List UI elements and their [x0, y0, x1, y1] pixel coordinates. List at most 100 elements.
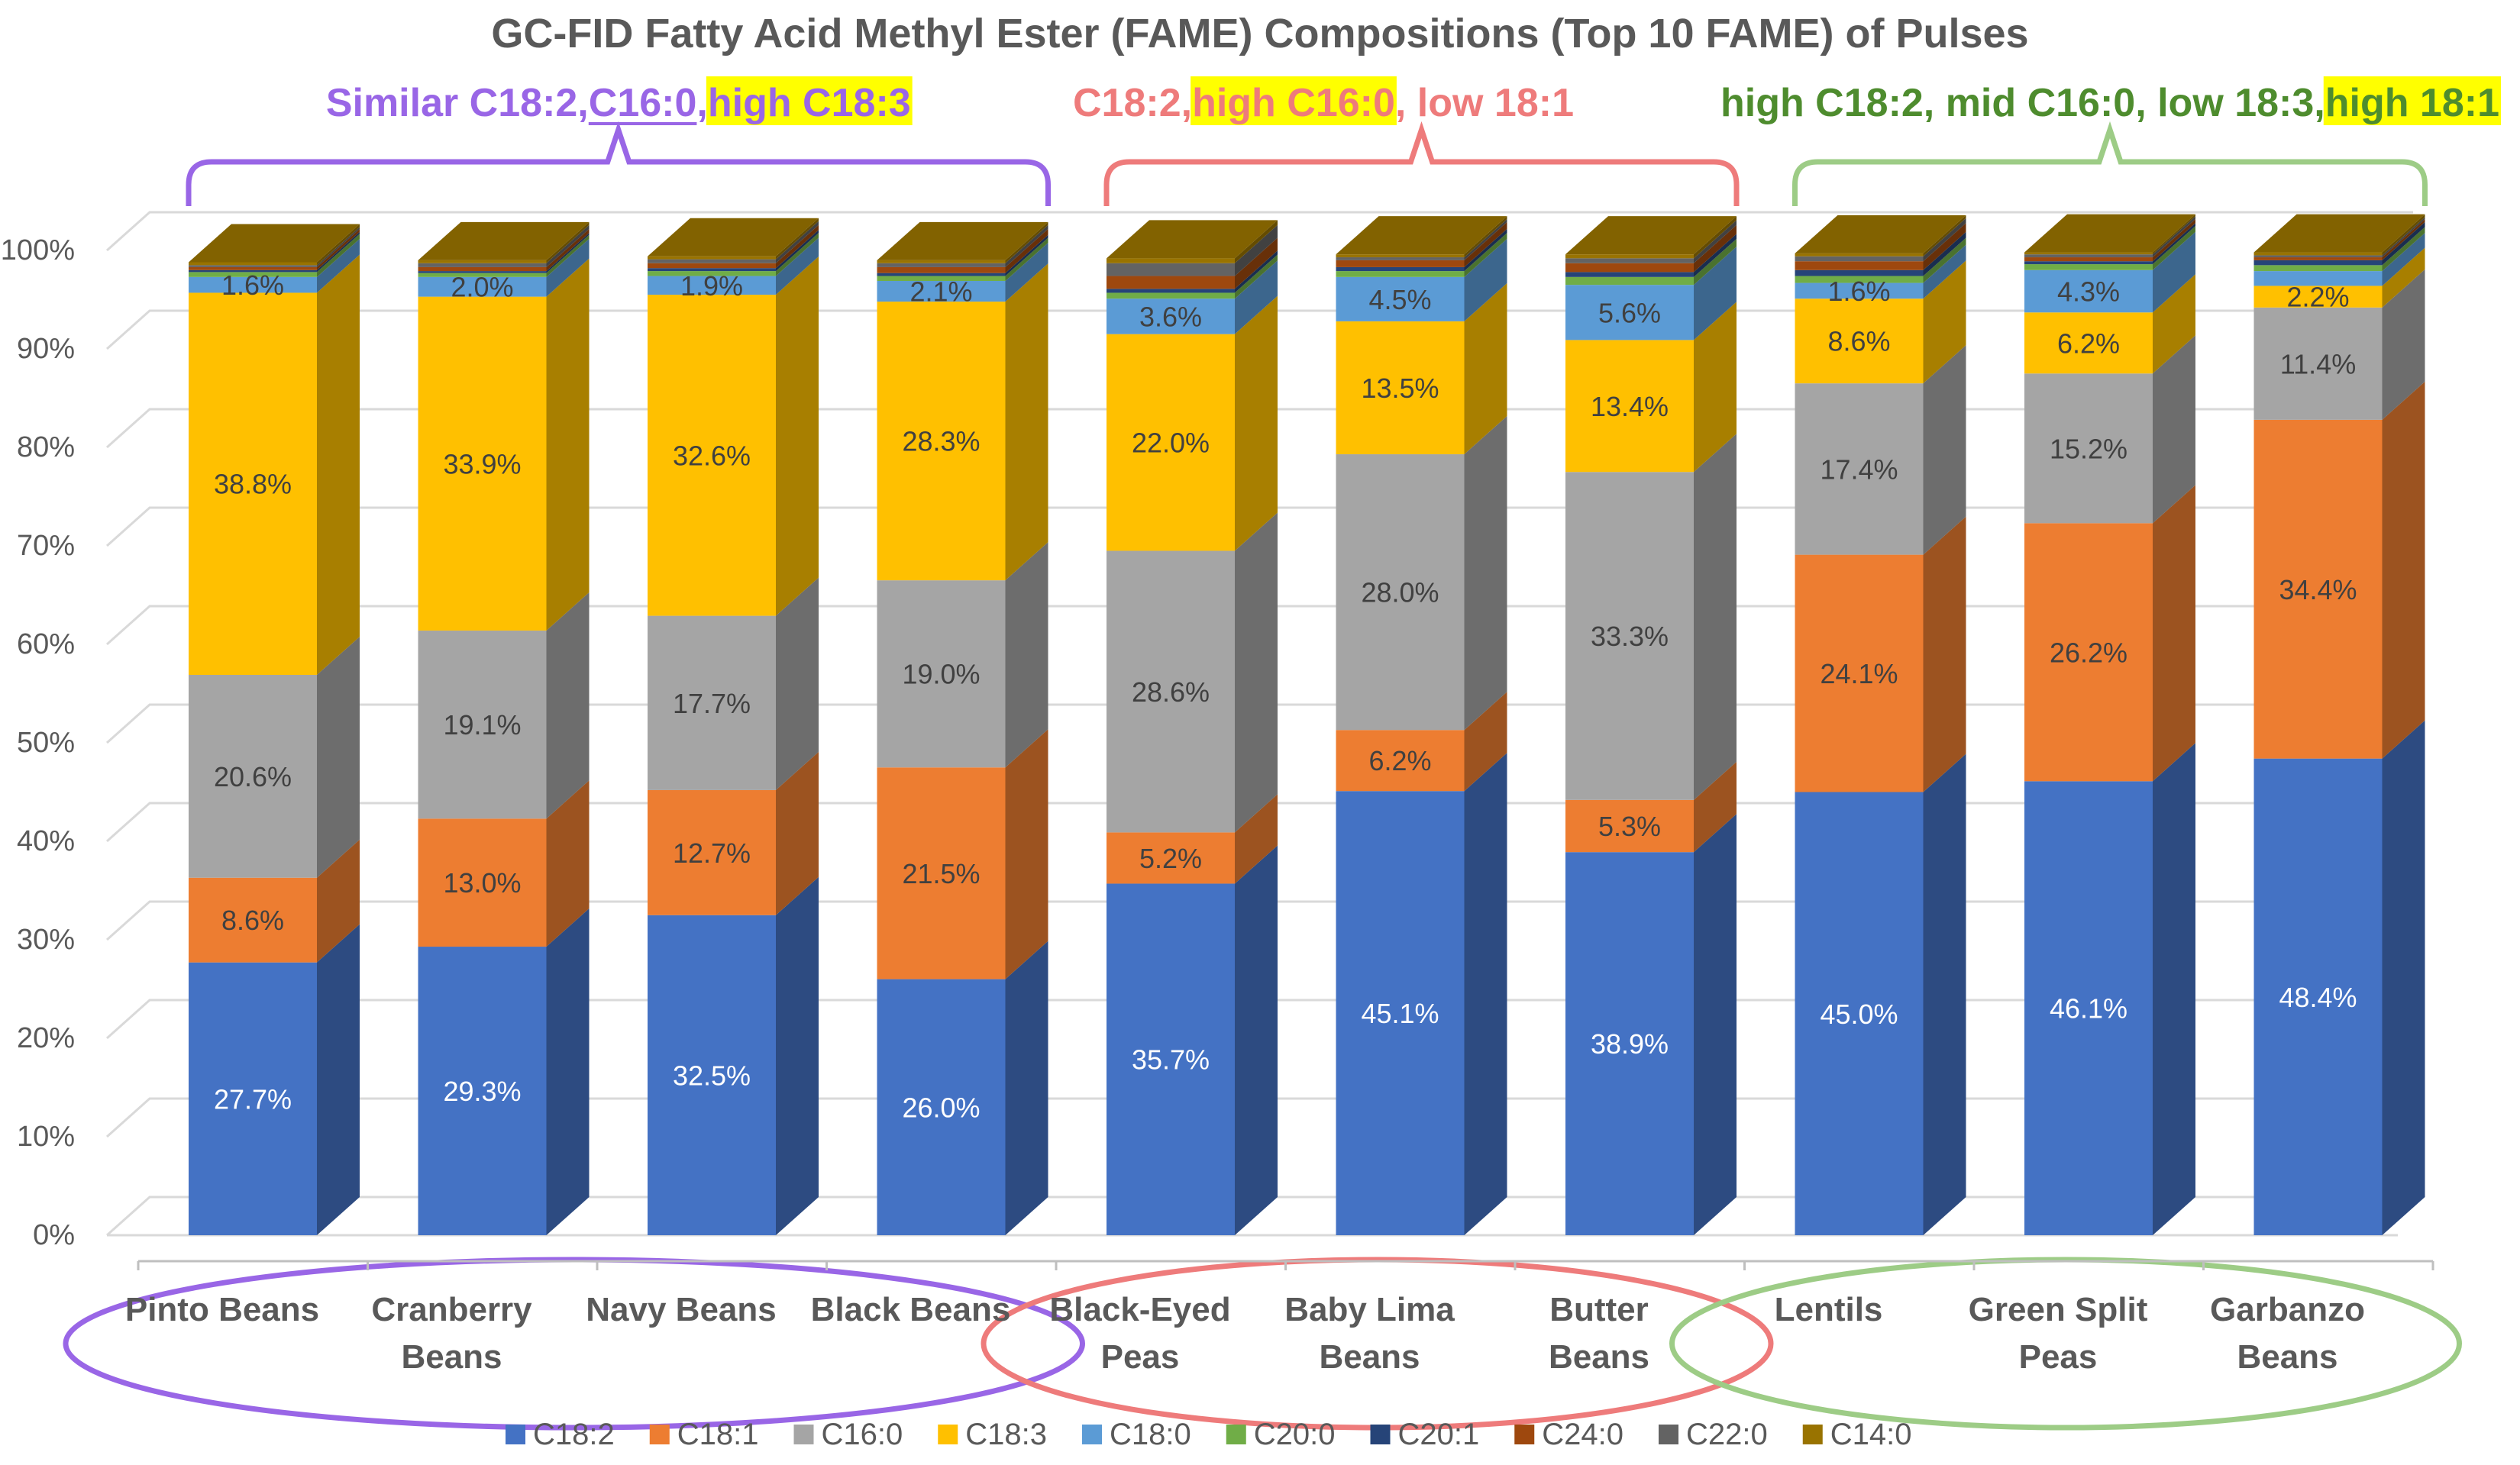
bar-segment	[2024, 216, 2195, 258]
data-label: 34.4%	[2279, 574, 2357, 605]
bar-top	[418, 221, 590, 260]
bar-front	[1107, 263, 1235, 276]
legend-swatch	[1370, 1425, 1391, 1444]
data-label: 28.6%	[1132, 676, 1210, 708]
bar-segment	[1565, 234, 1737, 277]
bar-front	[1565, 285, 1694, 340]
bar-front	[877, 767, 1006, 979]
bar-front	[648, 276, 776, 295]
bar-side	[2382, 221, 2425, 266]
bar-front	[2024, 264, 2153, 270]
bar-front	[1795, 253, 1924, 257]
bar-top	[1336, 216, 1507, 255]
bar-side	[2153, 485, 2195, 782]
bar-segment	[1565, 247, 1737, 340]
data-label: 1.6%	[1827, 276, 1890, 307]
bar-side	[1923, 223, 1966, 270]
bar-front	[2024, 523, 2153, 782]
bar-front	[877, 979, 1006, 1235]
bar-segment	[2253, 219, 2425, 260]
bar-front	[2024, 269, 2153, 313]
bar-segment	[648, 237, 819, 295]
data-label: 2.2%	[2286, 282, 2349, 313]
bar-side	[546, 258, 590, 631]
bar-segment	[189, 227, 360, 267]
bar-side	[1694, 220, 1737, 263]
bar-side	[1235, 254, 1278, 299]
bar-side	[1694, 224, 1737, 273]
bar-segment	[1795, 231, 1966, 276]
category-label: Peas	[2019, 1338, 2098, 1376]
bar-front	[1565, 258, 1694, 263]
bar-front	[189, 266, 317, 270]
bar-front	[1107, 334, 1235, 551]
bar-segment	[189, 839, 360, 963]
bar-front	[2253, 419, 2383, 759]
bar-front	[1107, 276, 1235, 289]
bar-segment	[1336, 692, 1507, 792]
bar-front	[189, 877, 317, 963]
bar-segment	[648, 577, 819, 790]
y-tick-label: 10%	[17, 1121, 75, 1153]
bar-segment	[1107, 295, 1278, 551]
bar-segment	[1107, 220, 1278, 263]
bar-segment	[877, 542, 1048, 768]
bar-front	[189, 962, 317, 1235]
bar-segment	[1107, 845, 1278, 1235]
chart-title: GC-FID Fatty Acid Methyl Ester (FAME) Co…	[491, 11, 2028, 56]
bar-side	[1464, 228, 1507, 272]
bar-front	[877, 260, 1006, 263]
bar-segment	[1336, 221, 1507, 267]
bar-front	[2024, 781, 2153, 1235]
bar-segment	[1795, 223, 1966, 270]
bar-segment	[648, 230, 819, 272]
bar-front	[1107, 289, 1235, 293]
bar-front	[877, 580, 1006, 768]
bar-front	[2253, 257, 2383, 260]
bar-segment	[1565, 814, 1737, 1235]
data-label: 20.6%	[214, 761, 292, 792]
data-label: 45.1%	[1361, 998, 1439, 1029]
bar-front	[877, 280, 1006, 302]
bar-side	[1694, 814, 1737, 1235]
bar-top	[2253, 214, 2425, 253]
data-label: 11.4%	[2280, 348, 2356, 379]
bar-segment	[2024, 226, 2195, 270]
bar-segment	[1795, 516, 1966, 792]
category-label: Lentils	[1775, 1291, 1883, 1328]
data-label: 6.2%	[2057, 328, 2120, 359]
bar-segment	[2024, 485, 2195, 782]
bar-front	[1336, 257, 1465, 260]
bar-front	[2253, 271, 2383, 286]
bar-segment	[418, 224, 590, 267]
bar-front	[1565, 852, 1694, 1235]
y-tick-label: 0%	[33, 1219, 75, 1251]
category-label: Beans	[1319, 1338, 1420, 1376]
bar-side	[1005, 729, 1048, 979]
bar-segment	[877, 224, 1048, 267]
bar-side	[1235, 845, 1278, 1235]
data-label: 21.5%	[902, 858, 980, 889]
data-label: 2.1%	[909, 276, 972, 308]
bar-segment	[1336, 416, 1507, 731]
category-label: Cranberry	[371, 1291, 532, 1328]
bar-front	[877, 302, 1006, 581]
legend-label: C22:0	[1686, 1418, 1768, 1451]
bar-side	[1923, 753, 1966, 1235]
bar-segment	[648, 224, 819, 269]
bar-segment	[2253, 720, 2425, 1235]
bar-segment	[189, 924, 360, 1235]
category-label: Beans	[401, 1338, 502, 1376]
bar-side	[317, 227, 360, 267]
bar-side	[2382, 219, 2425, 260]
bar-side	[776, 751, 819, 915]
bar-segment	[1107, 250, 1278, 293]
bar-front	[418, 296, 547, 631]
bar-front	[648, 268, 776, 272]
bar-front	[189, 272, 317, 277]
bar-side	[1694, 247, 1737, 340]
category-label: Beans	[2237, 1338, 2337, 1376]
bar-segment	[1565, 238, 1737, 286]
bar-side	[1923, 260, 1966, 384]
category-label: Beans	[1549, 1338, 1649, 1376]
